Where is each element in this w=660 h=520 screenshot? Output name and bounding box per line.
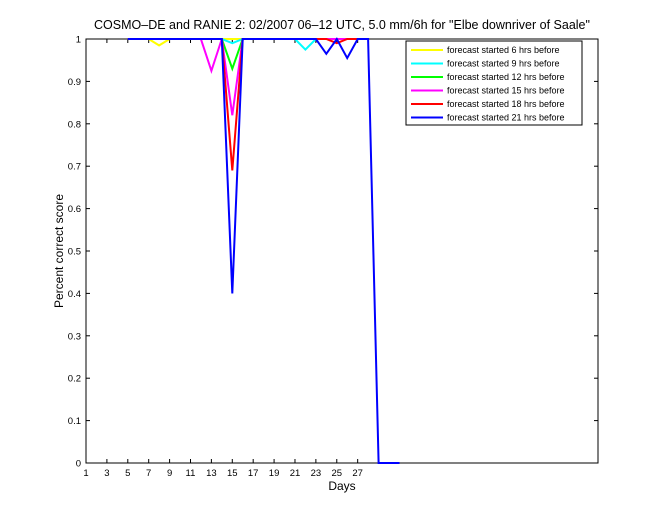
- y-tick-label: 0.1: [68, 416, 81, 427]
- legend-label-1: forecast started 6 hrs before: [447, 45, 560, 55]
- axis-ticks: 1 3 5 7 9 11 13 15 17 19 21 23 25 2700.10.20.30.40.50…: [68, 35, 598, 479]
- x-axis-label: Days: [328, 479, 355, 493]
- legend-label-3: forecast started 12 hrs before: [447, 72, 565, 82]
- legend-box: [405, 40, 583, 126]
- x-tick-label: 19: [269, 468, 280, 479]
- y-tick-label: 0.8: [68, 119, 81, 130]
- x-tick-label: 9: [167, 468, 172, 479]
- x-tick-label: 27: [352, 468, 363, 479]
- y-tick-label: 0.9: [68, 77, 81, 88]
- y-tick-label: 0.3: [68, 331, 81, 342]
- x-tick-label: 11: [186, 468, 196, 479]
- x-tick-label: 17: [248, 468, 259, 479]
- y-tick-label: 0.4: [68, 289, 81, 300]
- y-tick-label: 0.2: [68, 374, 81, 385]
- y-tick-label: 0.6: [68, 204, 81, 215]
- x-tick-label: 7: [146, 468, 151, 479]
- legend-label-5: forecast started 18 hrs before: [447, 99, 565, 109]
- x-tick-label: 13: [206, 468, 217, 479]
- y-axis-label: Percent correct score: [52, 194, 66, 308]
- legend-label-6: forecast started 21 hrs before: [447, 113, 565, 123]
- x-tick-label: 25: [331, 468, 342, 479]
- series-line-6: [127, 37, 400, 464]
- y-tick-label: 0.7: [68, 162, 81, 173]
- legend-label-2: forecast started 9 hrs before: [447, 59, 560, 69]
- y-tick-label: 1: [76, 35, 81, 46]
- y-tick-label: 0: [76, 459, 81, 470]
- x-tick-label: 21: [290, 468, 301, 479]
- x-tick-label: 15: [227, 468, 238, 479]
- series-layer: [127, 37, 400, 464]
- legend-label-4: forecast started 15 hrs before: [447, 86, 565, 96]
- x-tick-label: 23: [311, 468, 322, 479]
- legend: forecast started 6 hrs before forecast st…: [405, 40, 583, 126]
- x-tick-label: 5: [125, 468, 130, 479]
- x-tick-label: 3: [104, 468, 109, 479]
- y-tick-label: 0.5: [68, 247, 81, 258]
- x-tick-label: 1: [83, 468, 88, 479]
- chart-title: COSMO–DE and RANIE 2: 02/2007 06–12 UTC,…: [94, 18, 590, 32]
